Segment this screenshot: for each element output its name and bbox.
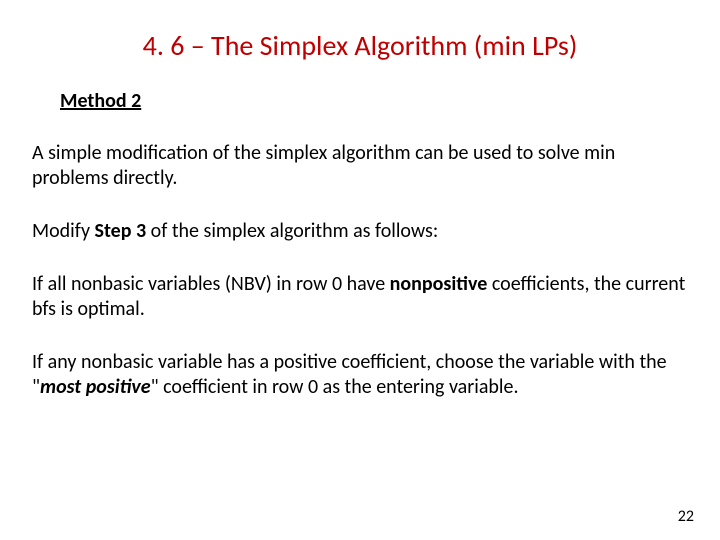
nonpositive-bold: nonpositive bbox=[390, 272, 488, 296]
paragraph-nonpositive: If all nonbasic variables (NBV) in row 0… bbox=[32, 272, 688, 322]
paragraph-modify: Modify Step 3 of the simplex algorithm a… bbox=[32, 219, 688, 244]
most-positive-bold: most positive bbox=[40, 375, 151, 399]
page-number: 22 bbox=[678, 507, 694, 526]
text-span: If all nonbasic variables (NBV) in row 0… bbox=[32, 272, 390, 296]
slide-title: 4. 6 – The Simplex Algorithm (min LPs) bbox=[72, 28, 648, 63]
step3-bold: Step 3 bbox=[95, 219, 147, 243]
paragraph-mostpositive: If any nonbasic variable has a positive … bbox=[32, 350, 688, 400]
method-subheading: Method 2 bbox=[60, 89, 688, 113]
text-span: Modify bbox=[32, 219, 95, 243]
text-span: " coefficient in row 0 as the entering v… bbox=[151, 375, 519, 399]
slide: 4. 6 – The Simplex Algorithm (min LPs) M… bbox=[0, 0, 720, 540]
paragraph-intro: A simple modification of the simplex alg… bbox=[32, 141, 688, 191]
text-span: of the simplex algorithm as follows: bbox=[146, 219, 438, 243]
